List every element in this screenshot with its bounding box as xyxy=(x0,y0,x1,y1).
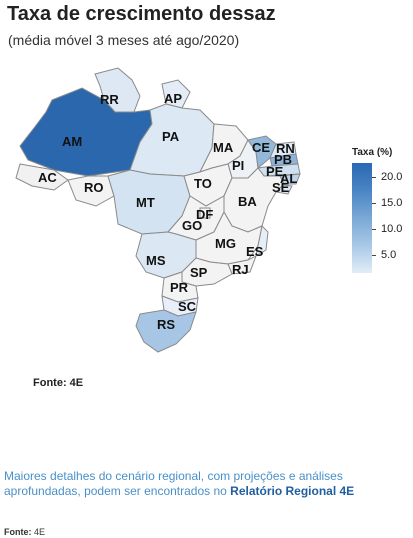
state-label-MT: MT xyxy=(136,195,155,210)
state-label-RO: RO xyxy=(84,180,104,195)
state-label-AC: AC xyxy=(38,170,57,185)
state-label-SC: SC xyxy=(178,299,197,314)
state-RS xyxy=(135,309,197,353)
state-label-RS: RS xyxy=(157,317,175,332)
state-label-PB: PB xyxy=(274,152,292,167)
state-label-RJ: RJ xyxy=(232,262,249,277)
state-label-PR: PR xyxy=(170,280,189,295)
legend-tick xyxy=(372,177,376,178)
state-label-SP: SP xyxy=(190,265,208,280)
state-label-AP: AP xyxy=(164,91,182,106)
state-label-SE: SE xyxy=(272,180,290,195)
legend-tick-label: 15.0 xyxy=(381,197,403,209)
state-label-PI: PI xyxy=(232,158,244,173)
state-label-GO: GO xyxy=(182,218,202,233)
legend-tick-label: 5.0 xyxy=(381,249,397,261)
state-label-MS: MS xyxy=(146,253,166,268)
details-text: Maiores detalhes do cenário regional, co… xyxy=(4,469,343,498)
state-label-PA: PA xyxy=(162,129,180,144)
state-label-TO: TO xyxy=(194,176,212,191)
state-label-DF: DF xyxy=(196,207,213,222)
legend-tick xyxy=(372,229,376,230)
legend-tick-label: 20.0 xyxy=(381,171,403,183)
state-label-PE: PE xyxy=(266,164,284,179)
legend-title: Taxa (%) xyxy=(352,147,393,158)
footer-source-label: Fonte: xyxy=(4,527,32,537)
state-label-BA: BA xyxy=(238,194,257,209)
brazil-map: RR AP AM PA MA CE RN PB PE AL SE PI AC R… xyxy=(15,67,301,353)
footer-source-value: 4E xyxy=(34,527,46,537)
state-AC xyxy=(15,163,69,191)
chart-source: Fonte: 4E xyxy=(33,377,84,389)
details-paragraph: Maiores detalhes do cenário regional, co… xyxy=(4,469,404,499)
legend-colorbar xyxy=(352,163,372,273)
state-label-RN: RN xyxy=(276,141,295,156)
footer-source: Fonte: 4E xyxy=(4,527,45,537)
state-label-AM: AM xyxy=(62,134,82,149)
state-label-AL: AL xyxy=(280,171,297,186)
state-label-CE: CE xyxy=(252,140,270,155)
state-label-ES: ES xyxy=(246,244,264,259)
state-label-MG: MG xyxy=(215,236,236,251)
report-link[interactable]: Relatório Regional 4E xyxy=(230,484,355,498)
legend-tick xyxy=(372,255,376,256)
state-PB xyxy=(269,153,299,167)
state-label-MA: MA xyxy=(213,140,234,155)
state-ES xyxy=(255,224,269,258)
legend-tick-label: 10.0 xyxy=(381,223,403,235)
chart-subtitle: (média móvel 3 meses até ago/2020) xyxy=(8,32,240,48)
state-AP xyxy=(161,79,191,109)
chart-title: Taxa de crescimento dessaz xyxy=(7,3,276,25)
legend-tick xyxy=(372,203,376,204)
state-label-RR: RR xyxy=(100,92,119,107)
state-DF xyxy=(199,207,211,219)
